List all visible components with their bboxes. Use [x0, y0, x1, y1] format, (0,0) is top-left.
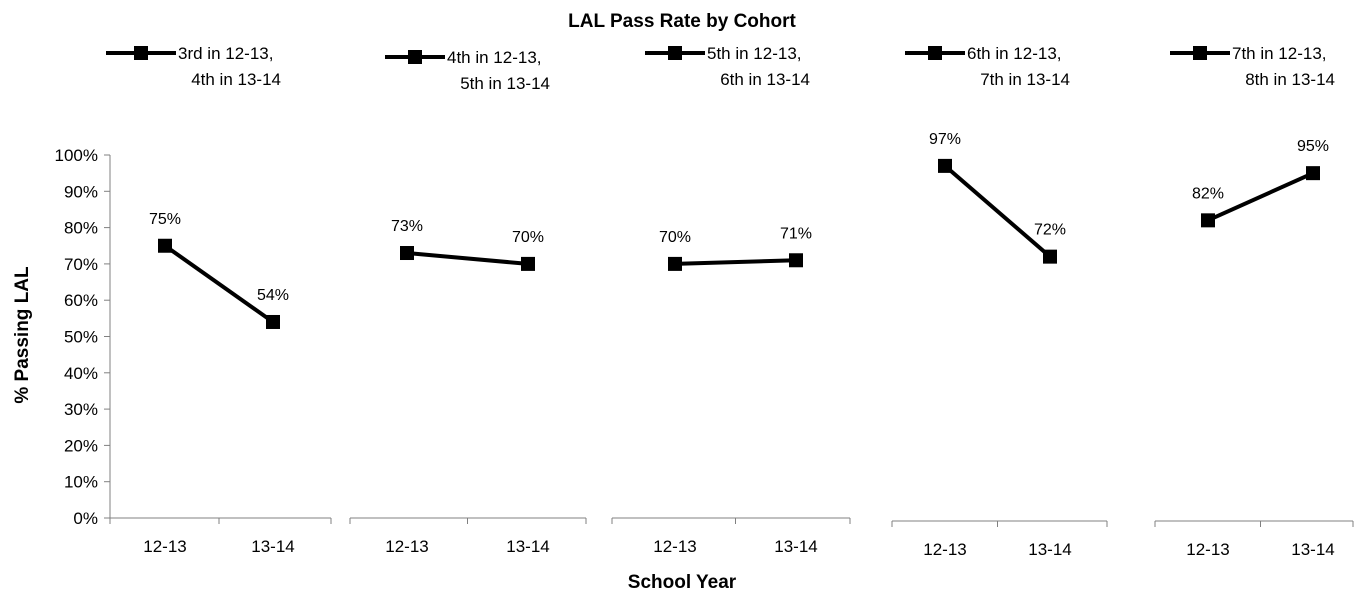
data-label: 54%: [257, 287, 289, 304]
y-tick-label: 70%: [64, 255, 98, 274]
x-tick-label: 12-13: [143, 537, 186, 556]
legend-item: 3rd in 12-13, 4th in 13-14: [106, 44, 281, 89]
chart-panels: 12-13 13-14 75% 54% 12-13 13-14 73% 70% 12-13 13-…: [109, 131, 1354, 559]
legend: 3rd in 12-13, 4th in 13-14 4th in 12-13, 5t…: [106, 44, 1335, 93]
chart-title: LAL Pass Rate by Cohort: [568, 11, 796, 32]
data-label: 97%: [929, 131, 961, 148]
y-tick-label: 40%: [64, 364, 98, 383]
data-point-marker: [1201, 213, 1215, 228]
cohort-panel: 12-13 13-14 82% 95%: [1154, 138, 1354, 559]
legend-label: 6th in 12-13,: [967, 44, 1062, 63]
legend-label: 3rd in 12-13,: [178, 44, 273, 63]
x-tick-label: 13-14: [506, 537, 549, 556]
x-tick-label: 13-14: [251, 537, 294, 556]
legend-item: 4th in 12-13, 5th in 13-14: [385, 48, 550, 93]
data-point-marker: [789, 253, 803, 268]
y-tick-label: 80%: [64, 219, 98, 238]
cohort-panel: 12-13 13-14 70% 71%: [611, 225, 851, 556]
y-axis-title: % Passing LAL: [12, 266, 33, 404]
x-tick-label: 13-14: [774, 537, 817, 556]
series-line: [406, 251, 529, 266]
legend-label: 5th in 13-14: [460, 74, 550, 93]
data-label: 70%: [512, 229, 544, 246]
data-point-marker: [521, 256, 535, 271]
data-label: 75%: [149, 211, 181, 228]
legend-label: 7th in 13-14: [980, 70, 1070, 89]
data-label: 71%: [780, 225, 812, 242]
y-tick-label: 10%: [64, 473, 98, 492]
legend-marker: [1193, 46, 1207, 60]
y-axis: 0% 10% 20% 30% 40% 50% 60% 70% 80% 90% 100%: [55, 146, 111, 528]
legend-label: 7th in 12-13,: [1232, 44, 1327, 63]
y-tick-label: 20%: [64, 436, 98, 455]
data-label: 70%: [659, 229, 691, 246]
y-tick-label: 50%: [64, 328, 98, 347]
series-line: [1207, 171, 1314, 223]
legend-item: 5th in 12-13, 6th in 13-14: [645, 44, 810, 89]
cohort-panel: 12-13 13-14 75% 54%: [109, 211, 332, 556]
data-point-marker: [668, 256, 682, 271]
legend-label: 6th in 13-14: [720, 70, 810, 89]
series-line: [943, 164, 1052, 259]
x-tick-label: 12-13: [1186, 540, 1229, 559]
x-tick-label: 12-13: [385, 537, 428, 556]
y-tick-label: 0%: [73, 509, 98, 528]
cohort-panel: 12-13 13-14 97% 72%: [891, 131, 1108, 559]
y-tick-label: 30%: [64, 400, 98, 419]
y-tick-label: 60%: [64, 291, 98, 310]
y-tick-label: 100%: [55, 146, 98, 165]
x-tick-label: 12-13: [923, 540, 966, 559]
x-axis-title: School Year: [628, 572, 737, 593]
legend-label: 5th in 12-13,: [707, 44, 802, 63]
data-point-marker: [158, 238, 172, 253]
y-tick-label: 90%: [64, 182, 98, 201]
data-label: 82%: [1192, 185, 1224, 202]
data-point-marker: [400, 246, 414, 261]
data-label: 72%: [1034, 222, 1066, 239]
data-label: 95%: [1297, 138, 1329, 155]
legend-marker: [668, 46, 682, 60]
data-point-marker: [1306, 166, 1320, 181]
series-line: [674, 258, 797, 266]
legend-item: 6th in 12-13, 7th in 13-14: [905, 44, 1070, 89]
legend-label: 4th in 12-13,: [447, 48, 542, 67]
cohort-panel: 12-13 13-14 73% 70%: [349, 218, 587, 556]
legend-marker: [408, 50, 422, 64]
data-point-marker: [1043, 249, 1057, 264]
legend-marker: [928, 46, 942, 60]
x-tick-label: 13-14: [1028, 540, 1071, 559]
data-point-marker: [938, 158, 952, 173]
legend-label: 8th in 13-14: [1245, 70, 1335, 89]
legend-label: 4th in 13-14: [191, 70, 281, 89]
x-tick-label: 13-14: [1291, 540, 1334, 559]
data-label: 73%: [391, 218, 423, 235]
legend-item: 7th in 12-13, 8th in 13-14: [1170, 44, 1335, 89]
data-point-marker: [266, 314, 280, 329]
series-line: [163, 244, 275, 324]
x-tick-label: 12-13: [653, 537, 696, 556]
legend-marker: [134, 46, 148, 60]
